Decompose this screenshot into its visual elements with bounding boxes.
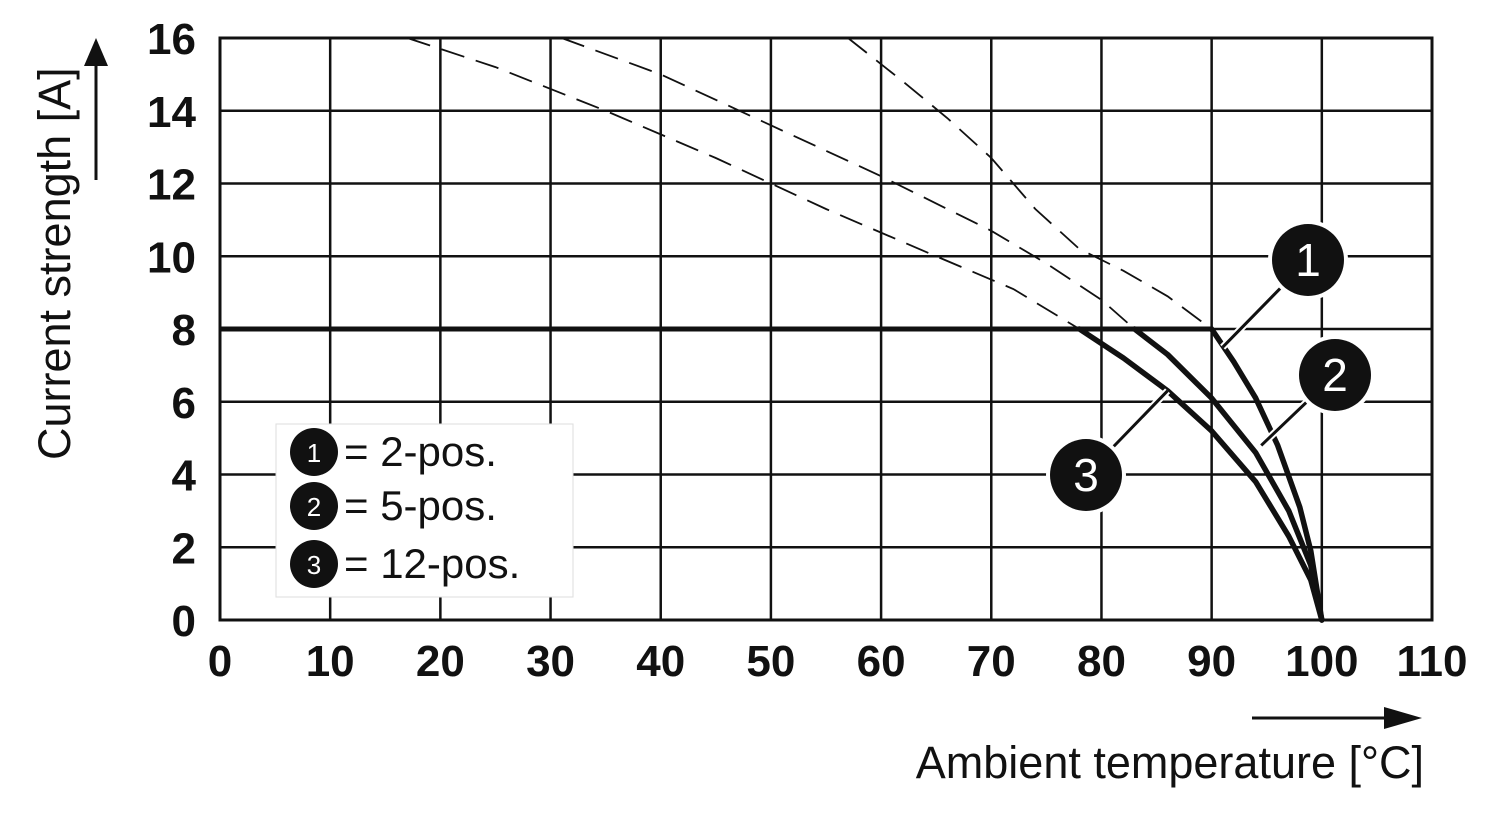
callout-1: 1 [1220, 220, 1348, 350]
x-axis-label: Ambient temperature [°C] [916, 737, 1424, 788]
y-tick-label: 4 [172, 452, 197, 501]
callout-badge [1050, 439, 1122, 511]
legend-entry: 2 = 5-pos. [290, 482, 497, 530]
x-tick-label: 10 [306, 637, 355, 686]
series-1-solid-curve [1208, 326, 1325, 623]
y-axis-arrow [84, 38, 108, 180]
legend: 1 = 2-pos. 2 = 5-pos. 3 = 12-pos. [275, 423, 574, 598]
series-3-solid-curve [1076, 326, 1325, 623]
callout-badge [1272, 224, 1344, 296]
legend-marker-badge [290, 428, 338, 476]
x-tick-label: 110 [1397, 637, 1468, 686]
x-tick-label: 20 [416, 637, 465, 686]
x-tick-label: 80 [1077, 637, 1126, 686]
callout-badge-label: 1 [1295, 234, 1321, 286]
y-tick-label: 12 [147, 161, 196, 210]
x-tick-labels: 0 10 20 30 40 50 60 70 80 90 100 110 [208, 637, 1468, 686]
series-2-dashed-curve [561, 37, 1136, 330]
legend-marker-number: 1 [307, 438, 321, 468]
y-tick-label: 8 [172, 306, 196, 355]
x-tick-label: 50 [746, 637, 795, 686]
y-tick-labels: 0 2 4 6 8 10 12 14 16 [147, 15, 196, 646]
legend-entry: 3 = 12-pos. [290, 540, 520, 588]
series-2-solid-curve [1131, 326, 1325, 623]
y-tick-label: 6 [172, 379, 196, 428]
series-3-dashed-curve [407, 37, 1080, 330]
callout-3: 3 [1046, 388, 1171, 515]
y-tick-label: 2 [172, 524, 196, 573]
y-axis-label: Current strength [A] [29, 67, 80, 460]
series-1-dashed-curve [847, 37, 1213, 330]
legend-marker-number: 3 [307, 550, 321, 580]
legend-entry: 1 = 2-pos. [290, 428, 497, 476]
x-tick-label: 70 [967, 637, 1016, 686]
curves [220, 37, 1325, 623]
legend-marker-number: 2 [307, 492, 321, 522]
legend-entry-text: = 12-pos. [344, 540, 520, 587]
x-tick-label: 90 [1187, 637, 1236, 686]
callout-2: 2 [1258, 335, 1375, 448]
x-tick-label: 40 [636, 637, 685, 686]
legend-entry-text: = 2-pos. [344, 428, 497, 475]
legend-marker-badge [290, 540, 338, 588]
x-axis-arrow [1252, 707, 1422, 729]
callouts: 1 2 3 [1046, 220, 1375, 515]
x-tick-label: 0 [208, 637, 232, 686]
x-tick-label: 60 [857, 637, 906, 686]
callout-badge-label: 3 [1073, 449, 1099, 501]
legend-marker-badge [290, 482, 338, 530]
x-tick-label: 30 [526, 637, 575, 686]
y-tick-label: 0 [172, 597, 196, 646]
callout-badge [1299, 339, 1371, 411]
x-tick-label: 100 [1285, 637, 1358, 686]
y-tick-label: 14 [147, 88, 196, 137]
y-tick-label: 10 [147, 233, 196, 282]
legend-entry-text: = 5-pos. [344, 482, 497, 529]
y-tick-label: 16 [147, 15, 196, 64]
callout-badge-label: 2 [1322, 349, 1348, 401]
